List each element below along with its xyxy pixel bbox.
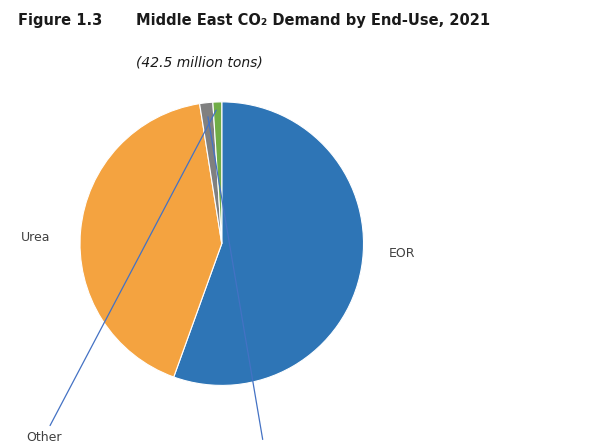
Text: Middle East CO₂ Demand by End-Use, 2021: Middle East CO₂ Demand by End-Use, 2021 (136, 13, 490, 28)
Text: Urea: Urea (20, 231, 50, 244)
Wedge shape (80, 104, 222, 377)
Text: Other: Other (26, 110, 216, 443)
Wedge shape (213, 102, 222, 244)
Wedge shape (174, 102, 363, 385)
Text: Figure 1.3: Figure 1.3 (18, 13, 103, 28)
Text: (42.5 million tons): (42.5 million tons) (136, 55, 262, 70)
Text: Food and
Beverage: Food and Beverage (208, 117, 296, 443)
Text: EOR: EOR (389, 247, 416, 260)
Wedge shape (200, 102, 222, 244)
